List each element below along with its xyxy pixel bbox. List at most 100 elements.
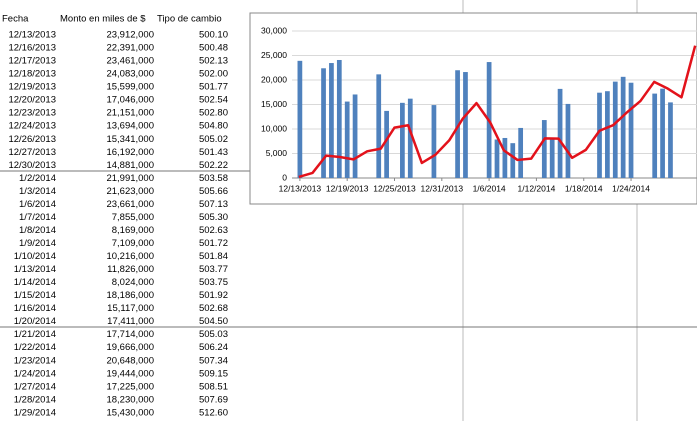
cell: 501.84	[199, 251, 228, 262]
cell: 501.43	[199, 147, 228, 158]
cell: 11,826,000	[107, 264, 154, 275]
cell: 17,714,000	[106, 329, 154, 340]
bar	[455, 70, 460, 178]
cell: 21,623,000	[106, 186, 154, 197]
cell: 23,661,000	[106, 199, 154, 210]
cell: 505.66	[199, 186, 228, 197]
cell: 502.68	[199, 303, 228, 314]
cell: 1/10/2014	[14, 251, 56, 262]
column-header: Monto en miles de $	[60, 14, 146, 25]
y-tick-label: 30,000	[261, 25, 287, 35]
cell: 15,430,000	[106, 407, 154, 418]
cell: 12/17/2013	[8, 56, 56, 67]
bar	[620, 76, 626, 178]
cell: 509.15	[199, 368, 228, 379]
cell: 1/14/2014	[14, 277, 56, 288]
cell: 12/27/2013	[8, 147, 56, 158]
cell: 8,169,000	[112, 225, 154, 236]
cell: 16,192,000	[106, 147, 154, 158]
bar	[431, 105, 437, 178]
cell: 506.24	[199, 342, 228, 353]
cell: 15,599,000	[106, 82, 154, 93]
cell: 12/13/2013	[8, 30, 56, 41]
bar	[628, 82, 634, 178]
cell: 24,083,000	[106, 69, 154, 80]
cell: 1/7/2014	[19, 212, 56, 223]
bar	[668, 102, 673, 178]
cell: 1/16/2014	[14, 303, 56, 314]
cell: 7,109,000	[112, 238, 154, 249]
bar	[541, 120, 547, 178]
cell: 501.77	[199, 82, 228, 93]
y-tick-label: 10,000	[261, 123, 287, 133]
cell: 17,046,000	[106, 95, 154, 106]
cell: 1/13/2014	[14, 264, 56, 275]
bar	[336, 59, 342, 178]
x-tick-label: 1/6/2014	[473, 183, 506, 193]
cell: 12/19/2013	[8, 82, 56, 93]
cell: 15,117,000	[107, 303, 154, 314]
cell: 505.02	[199, 134, 228, 145]
line	[298, 45, 697, 179]
cell: 10,216,000	[106, 251, 154, 262]
x-tick-label: 1/12/2014	[518, 183, 556, 193]
cell: 12/20/2013	[8, 95, 56, 106]
column-header: Tipo de cambio	[157, 14, 222, 25]
cell: 502.80	[199, 108, 228, 119]
cell: 503.58	[199, 173, 228, 184]
cell: 1/3/2014	[19, 186, 56, 197]
cell: 1/28/2014	[14, 394, 56, 405]
cell: 1/8/2014	[19, 225, 56, 236]
x-tick-label: 12/13/2013	[279, 183, 322, 193]
cell: 14,881,000	[106, 160, 154, 171]
chart-body: 0 5,000 10,000 15,000 20,000 25,000 30,000 12/1…	[261, 25, 697, 193]
cell: 502.54	[199, 95, 228, 106]
cell: 15,341,000	[106, 134, 154, 145]
cell: 12/30/2013	[8, 160, 56, 171]
cell: 504.50	[199, 316, 228, 327]
bar	[660, 88, 665, 178]
bar	[407, 98, 413, 178]
x-tick-label: 1/18/2014	[565, 183, 603, 193]
cell: 504.80	[199, 121, 228, 132]
bar	[329, 63, 334, 178]
table: Fecha Monto en miles de $ Tipo de cambio 12…	[2, 14, 228, 419]
chart: 0 5,000 10,000 15,000 20,000 25,000 30,000 12/1…	[261, 25, 697, 193]
bar	[384, 110, 389, 178]
cell: 507.69	[199, 394, 228, 405]
cell: 500.10	[199, 30, 228, 41]
y-tick-label: 15,000	[261, 99, 287, 109]
x-tick-label: 1/24/2014	[612, 183, 650, 193]
cell: 505.03	[199, 329, 228, 340]
y-tick-label: 0	[282, 172, 287, 182]
x-tick-label: 12/31/2013	[421, 183, 464, 193]
column-header: Fecha	[2, 14, 29, 25]
cell: 1/23/2014	[14, 355, 56, 366]
cell: 502.13	[199, 56, 228, 67]
cell: 502.63	[199, 225, 228, 236]
cell: 503.77	[199, 264, 228, 275]
cell: 507.34	[199, 355, 228, 366]
cell: 1/27/2014	[14, 381, 56, 392]
cell: 12/26/2013	[8, 134, 56, 145]
cell: 21,991,000	[106, 173, 154, 184]
bar	[376, 74, 382, 178]
y-tick-label: 20,000	[261, 74, 287, 84]
cell: 12/23/2013	[8, 108, 56, 119]
cell: 1/20/2014	[14, 316, 56, 327]
bar	[463, 72, 468, 178]
bar	[557, 88, 563, 178]
bar	[352, 94, 358, 178]
bar	[565, 103, 571, 178]
cell: 18,230,000	[106, 394, 154, 405]
cell: 18,186,000	[106, 290, 154, 301]
x-tick-label: 12/19/2013	[326, 183, 369, 193]
cell: 17,411,000	[107, 316, 154, 327]
cell: 1/2/2014	[19, 173, 56, 184]
cell: 23,461,000	[106, 56, 154, 67]
cell: 12/18/2013	[8, 69, 56, 80]
cell: 508.51	[199, 381, 228, 392]
cell: 1/9/2014	[19, 238, 56, 249]
cell: 1/24/2014	[14, 368, 56, 379]
